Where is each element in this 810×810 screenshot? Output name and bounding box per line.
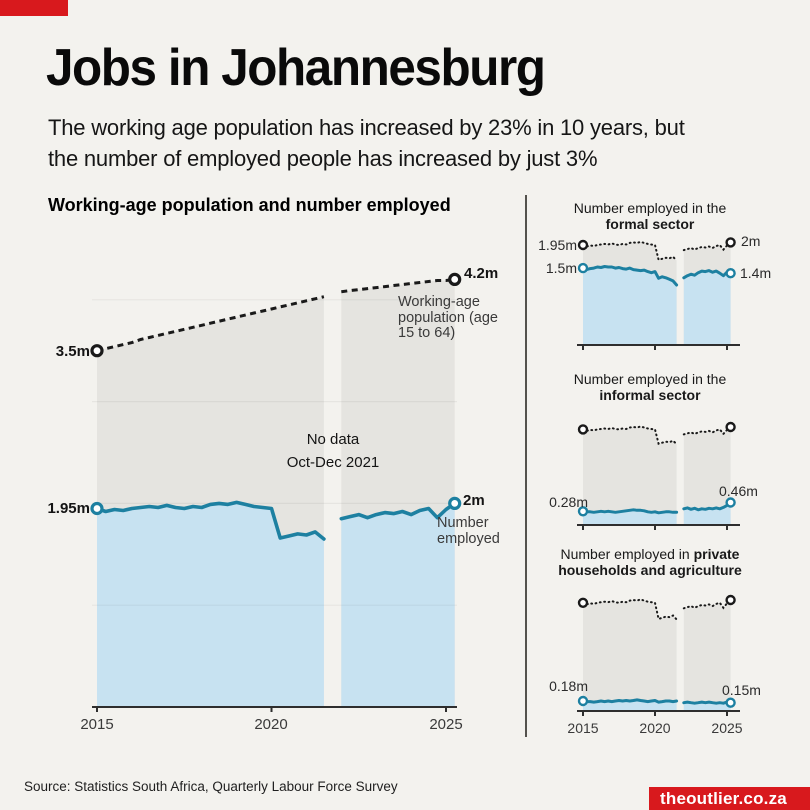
informal-start-value: 0.28m: [549, 494, 588, 510]
no-data-line-1: No data: [306, 431, 360, 448]
private-end-value: 0.15m: [722, 682, 761, 698]
page-subtitle: The working age population has increased…: [48, 112, 685, 174]
subtitle-line-2: the number of employed people has increa…: [48, 146, 598, 171]
formal-ref-start-value: 1.95m: [538, 237, 577, 253]
main-chart-title: Working-age population and number employ…: [48, 195, 451, 215]
small-axis-tick-2015: 2015: [567, 720, 599, 736]
employed-start-value: 1.95m: [47, 500, 90, 517]
informal-title-bold: informal sector: [599, 386, 701, 403]
formal-title-bold: formal sector: [605, 215, 695, 232]
page-title: Jobs in Johannesburg: [46, 39, 546, 97]
main-axis-tick-2020: 2020: [254, 716, 288, 733]
working-age-start-value: 3.5m: [55, 343, 90, 360]
private-start-value: 0.18m: [549, 678, 588, 694]
employed-series-label: Number employed: [437, 515, 500, 547]
small-axis-tick-2025: 2025: [711, 720, 743, 736]
working-age-end-value: 4.2m: [464, 265, 499, 282]
employed-end-value: 2m: [463, 492, 485, 509]
formal-start-value: 1.5m: [545, 260, 577, 276]
formal-sector-chart-title: Number employed in the formal sector: [520, 200, 780, 232]
vertical-divider: [525, 195, 527, 737]
private-title-prefix: Number employed in: [560, 546, 690, 562]
informal-title-prefix: Number employed in the: [573, 371, 727, 387]
formal-title-prefix: Number employed in the: [573, 200, 727, 216]
informal-sector-chart-title: Number employed in the informal sector: [520, 371, 780, 403]
private-title-bold: private households and agriculture: [558, 546, 742, 578]
formal-end-value: 1.4m: [740, 265, 772, 281]
informal-end-value: 0.46m: [719, 483, 758, 499]
subtitle-line-1: The working age population has increased…: [48, 115, 685, 140]
private-households-chart-title: Number employed in private households an…: [550, 546, 750, 578]
no-data-line-2: Oct-Dec 2021: [286, 454, 380, 471]
brand-badge-text: theoutlier.co.za: [660, 788, 787, 808]
formal-ref-end-value: 2m: [741, 233, 761, 249]
main-axis-tick-2015: 2015: [80, 716, 114, 733]
small-axis-tick-2020: 2020: [639, 720, 671, 736]
working-age-series-label: Working-age population (age 15 to 64): [398, 294, 498, 341]
no-data-annotation: No data Oct-Dec 2021: [258, 428, 408, 474]
main-axis-tick-2025: 2025: [429, 716, 463, 733]
source-note: Source: Statistics South Africa, Quarter…: [24, 779, 398, 794]
brand-badge: theoutlier.co.za: [649, 787, 810, 810]
brand-accent-bar: [0, 0, 68, 16]
